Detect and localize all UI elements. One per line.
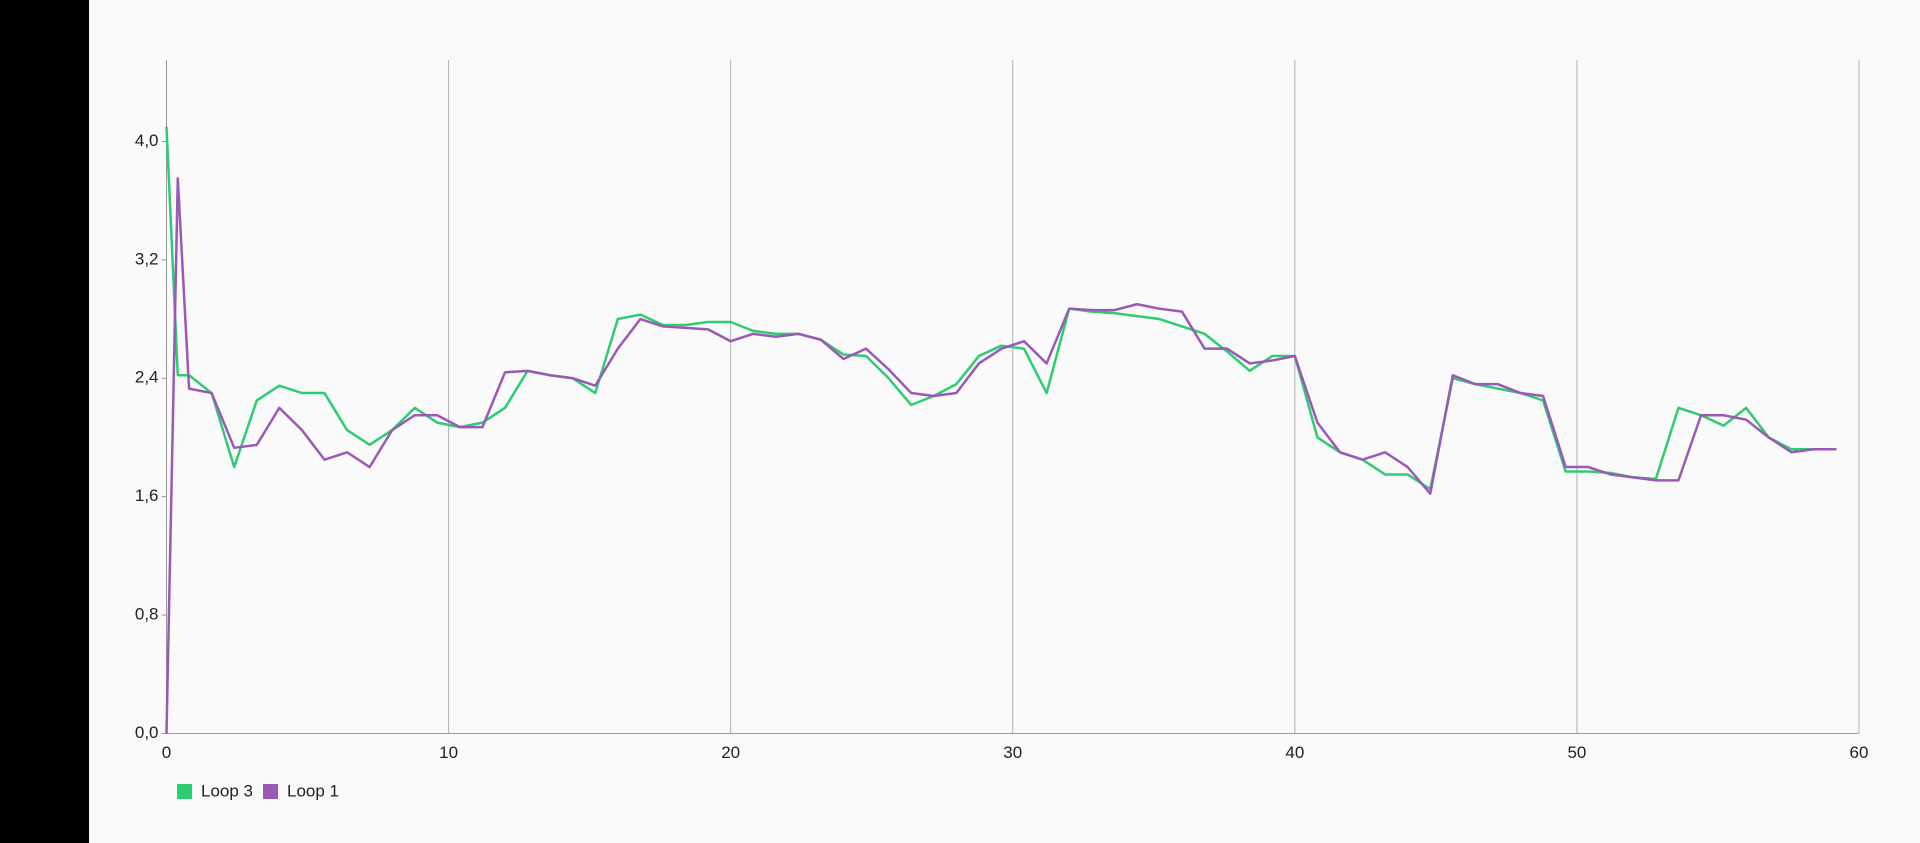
x-tick-label: 50 <box>1567 743 1586 762</box>
y-tick-label: 2,4 <box>135 368 159 387</box>
x-tick-label: 20 <box>721 743 740 762</box>
x-tick-label: 30 <box>1003 743 1022 762</box>
y-tick-label: 0,0 <box>135 723 159 742</box>
side-bar <box>0 0 89 843</box>
x-tick-label: 60 <box>1850 743 1869 762</box>
y-tick-label: 1,6 <box>135 486 159 505</box>
y-tick-label: 4,0 <box>135 131 159 150</box>
x-tick-label: 10 <box>439 743 458 762</box>
x-tick-label: 40 <box>1285 743 1304 762</box>
legend-swatch <box>177 784 192 799</box>
line-series <box>165 177 1837 734</box>
legend-label: Loop 3 <box>201 781 253 800</box>
legend-swatch <box>263 784 278 799</box>
legend-label: Loop 1 <box>287 781 339 800</box>
y-tick-label: 3,2 <box>135 249 159 268</box>
x-tick-label: 0 <box>162 743 171 762</box>
y-tick-label: 0,8 <box>135 605 159 624</box>
